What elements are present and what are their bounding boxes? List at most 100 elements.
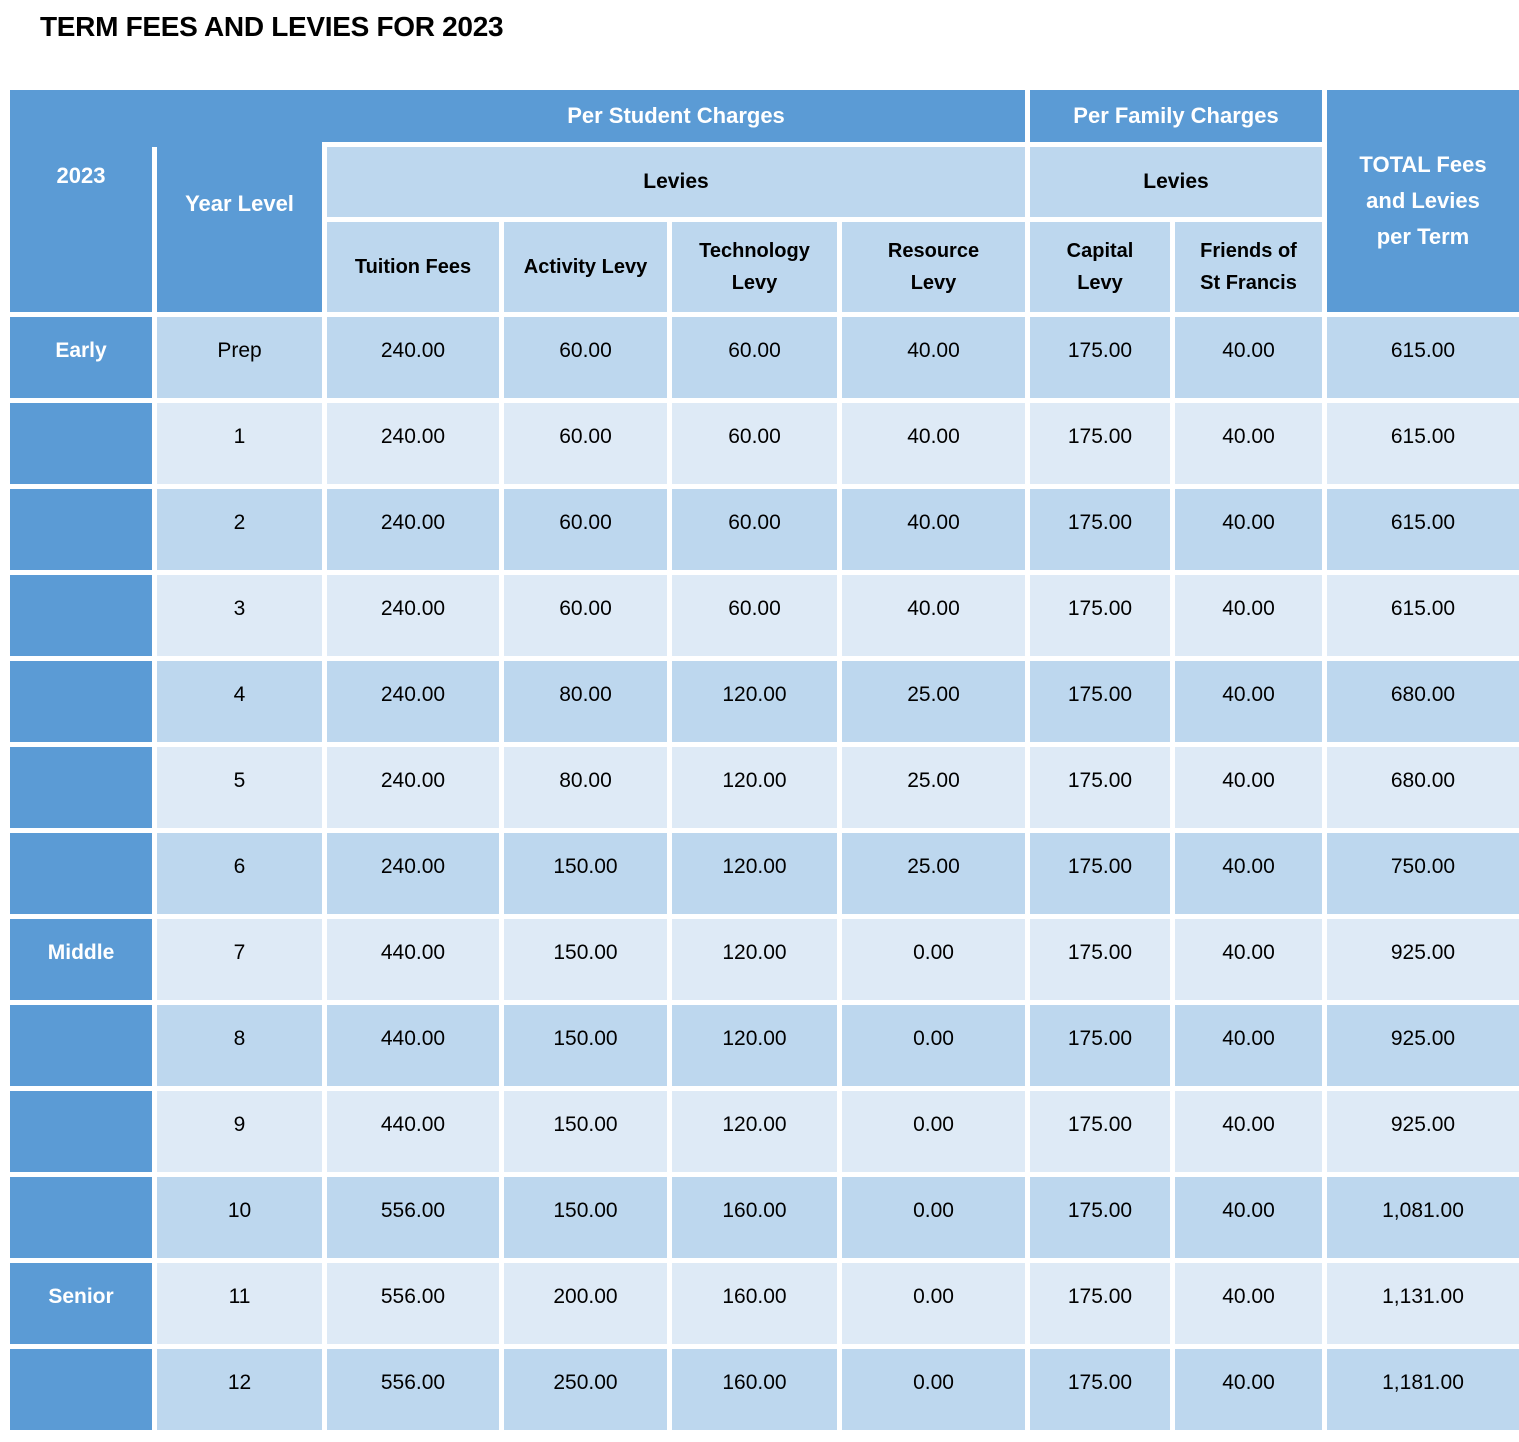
technology-levy-cell: 120.00 — [672, 1005, 837, 1086]
total-cell: 1,131.00 — [1327, 1263, 1519, 1344]
page-title: TERM FEES AND LEVIES FOR 2023 — [40, 11, 504, 42]
technology-levy-cell: 60.00 — [672, 489, 837, 570]
technology-levy-cell: 160.00 — [672, 1349, 837, 1430]
resource-levy-cell: 25.00 — [842, 833, 1025, 914]
year-level-cell: 7 — [157, 919, 322, 1000]
friends-of-st-francis-cell: 40.00 — [1175, 1177, 1322, 1258]
technology-levy-cell: 120.00 — [672, 747, 837, 828]
total-cell: 750.00 — [1327, 833, 1519, 914]
year-level-cell: 10 — [157, 1177, 322, 1258]
header-levies-per-family: Levies — [1030, 147, 1322, 217]
header-per-student-charges: Per Student Charges — [10, 90, 1025, 147]
capital-levy-cell: 175.00 — [1030, 575, 1170, 656]
total-cell: 615.00 — [1327, 489, 1519, 570]
capital-levy-cell: 175.00 — [1030, 919, 1170, 1000]
friends-of-st-francis-cell: 40.00 — [1175, 575, 1322, 656]
tuition-fees-cell: 556.00 — [327, 1349, 499, 1430]
activity-levy-cell: 80.00 — [504, 747, 667, 828]
activity-levy-cell: 80.00 — [504, 661, 667, 742]
header-total-fees: TOTAL Fees and Levies per Term — [1327, 90, 1519, 312]
capital-levy-cell: 175.00 — [1030, 1263, 1170, 1344]
activity-levy-cell: 60.00 — [504, 575, 667, 656]
tuition-fees-cell: 240.00 — [327, 317, 499, 398]
tuition-fees-cell: 556.00 — [327, 1177, 499, 1258]
header-tuition-fees: Tuition Fees — [327, 222, 499, 312]
section-cell: Senior — [10, 1263, 152, 1344]
year-level-cell: Prep — [157, 317, 322, 398]
section-cell — [10, 1177, 152, 1258]
section-cell — [10, 489, 152, 570]
total-cell: 925.00 — [1327, 1091, 1519, 1172]
section-cell — [10, 1349, 152, 1430]
header-activity-levy: Activity Levy — [504, 222, 667, 312]
header-capital-levy: Capital Levy — [1030, 222, 1170, 312]
tuition-fees-cell: 440.00 — [327, 919, 499, 1000]
tuition-fees-cell: 240.00 — [327, 575, 499, 656]
friends-of-st-francis-cell: 40.00 — [1175, 747, 1322, 828]
capital-levy-cell: 175.00 — [1030, 833, 1170, 914]
friends-of-st-francis-cell: 40.00 — [1175, 403, 1322, 484]
technology-levy-cell: 120.00 — [672, 661, 837, 742]
year-level-cell: 12 — [157, 1349, 322, 1430]
section-cell — [10, 747, 152, 828]
friends-of-st-francis-cell: 40.00 — [1175, 919, 1322, 1000]
technology-levy-cell: 120.00 — [672, 833, 837, 914]
technology-levy-cell: 60.00 — [672, 403, 837, 484]
fees-table: Per Student Charges Per Family Charges T… — [10, 90, 1519, 1430]
section-cell — [10, 1091, 152, 1172]
total-cell: 925.00 — [1327, 919, 1519, 1000]
activity-levy-cell: 250.00 — [504, 1349, 667, 1430]
year-level-cell: 9 — [157, 1091, 322, 1172]
total-cell: 680.00 — [1327, 747, 1519, 828]
friends-of-st-francis-cell: 40.00 — [1175, 1263, 1322, 1344]
resource-levy-cell: 40.00 — [842, 575, 1025, 656]
section-cell — [10, 403, 152, 484]
resource-levy-cell: 0.00 — [842, 1263, 1025, 1344]
header-levies-per-student: Levies — [327, 147, 1025, 217]
total-cell: 925.00 — [1327, 1005, 1519, 1086]
header-year-level: Year Level — [157, 147, 322, 312]
activity-levy-cell: 60.00 — [504, 489, 667, 570]
section-cell — [10, 833, 152, 914]
tuition-fees-cell: 556.00 — [327, 1263, 499, 1344]
technology-levy-cell: 160.00 — [672, 1263, 837, 1344]
tuition-fees-cell: 240.00 — [327, 661, 499, 742]
resource-levy-cell: 0.00 — [842, 1349, 1025, 1430]
capital-levy-cell: 175.00 — [1030, 317, 1170, 398]
capital-levy-cell: 175.00 — [1030, 1349, 1170, 1430]
total-cell: 615.00 — [1327, 403, 1519, 484]
header-resource-levy: Resource Levy — [842, 222, 1025, 312]
resource-levy-cell: 0.00 — [842, 1177, 1025, 1258]
technology-levy-cell: 60.00 — [672, 317, 837, 398]
capital-levy-cell: 175.00 — [1030, 1091, 1170, 1172]
header-per-family-charges: Per Family Charges — [1030, 90, 1322, 142]
resource-levy-cell: 40.00 — [842, 403, 1025, 484]
total-cell: 1,081.00 — [1327, 1177, 1519, 1258]
capital-levy-cell: 175.00 — [1030, 489, 1170, 570]
section-cell: Middle — [10, 919, 152, 1000]
friends-of-st-francis-cell: 40.00 — [1175, 833, 1322, 914]
tuition-fees-cell: 240.00 — [327, 747, 499, 828]
year-level-cell: 11 — [157, 1263, 322, 1344]
total-cell: 615.00 — [1327, 575, 1519, 656]
total-cell: 1,181.00 — [1327, 1349, 1519, 1430]
section-cell — [10, 575, 152, 656]
tuition-fees-cell: 240.00 — [327, 489, 499, 570]
friends-of-st-francis-cell: 40.00 — [1175, 317, 1322, 398]
resource-levy-cell: 25.00 — [842, 661, 1025, 742]
resource-levy-cell: 40.00 — [842, 317, 1025, 398]
header-technology-levy: Technology Levy — [672, 222, 837, 312]
tuition-fees-cell: 440.00 — [327, 1005, 499, 1086]
section-cell — [10, 1005, 152, 1086]
tuition-fees-cell: 240.00 — [327, 833, 499, 914]
capital-levy-cell: 175.00 — [1030, 1177, 1170, 1258]
friends-of-st-francis-cell: 40.00 — [1175, 1091, 1322, 1172]
resource-levy-cell: 25.00 — [842, 747, 1025, 828]
activity-levy-cell: 150.00 — [504, 919, 667, 1000]
activity-levy-cell: 150.00 — [504, 833, 667, 914]
section-cell: Early — [10, 317, 152, 398]
total-cell: 615.00 — [1327, 317, 1519, 398]
activity-levy-cell: 150.00 — [504, 1177, 667, 1258]
capital-levy-cell: 175.00 — [1030, 1005, 1170, 1086]
